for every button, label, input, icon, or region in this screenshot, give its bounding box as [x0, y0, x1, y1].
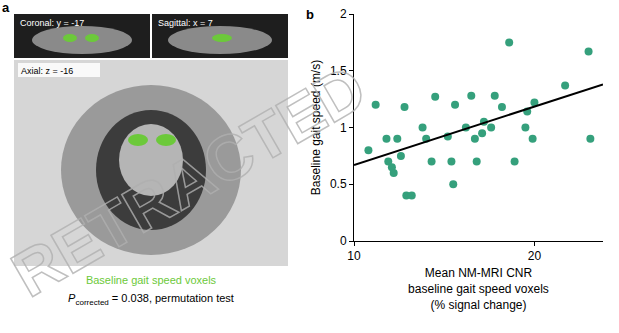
svg-text:Mean NM-MRI CNRbaseline gait s: Mean NM-MRI CNRbaseline gait speed voxel… — [408, 266, 549, 311]
svg-text:20: 20 — [528, 249, 542, 263]
svg-text:0.5: 0.5 — [330, 177, 347, 191]
svg-text:1: 1 — [340, 121, 347, 135]
svg-text:Coronal: y = -17: Coronal: y = -17 — [20, 18, 84, 28]
svg-text:Baseline gait speed (m/s): Baseline gait speed (m/s) — [309, 60, 323, 195]
svg-text:Axial: z = -16: Axial: z = -16 — [21, 66, 73, 76]
svg-text:0: 0 — [340, 234, 347, 248]
svg-text:2: 2 — [340, 7, 347, 21]
svg-text:10: 10 — [347, 249, 361, 263]
svg-text:Pcorrected = 0.038, permutatio: Pcorrected = 0.038, permutation test — [68, 292, 234, 307]
svg-text:a: a — [2, 0, 10, 15]
svg-text:Baseline gait speed voxels: Baseline gait speed voxels — [86, 274, 217, 286]
svg-text:Sagittal: x = 7: Sagittal: x = 7 — [158, 18, 213, 28]
svg-text:1.5: 1.5 — [330, 64, 347, 78]
svg-text:RETRACTED: RETRACTED — [0, 51, 378, 311]
svg-text:b: b — [306, 7, 314, 22]
